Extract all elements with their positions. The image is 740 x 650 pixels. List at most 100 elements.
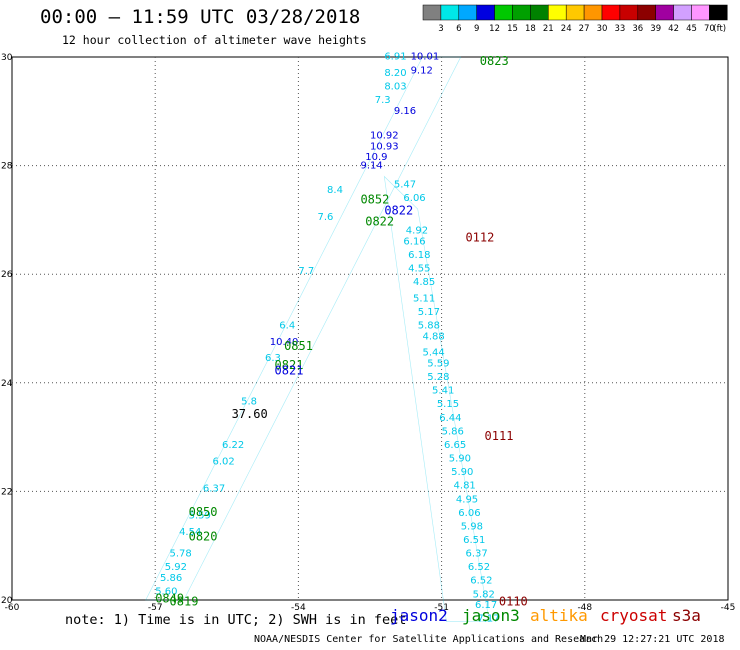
wave-height-label: 7.17 bbox=[477, 614, 499, 625]
x-tick-label: -51 bbox=[434, 603, 449, 613]
page-title: 00:00 – 11:59 UTC 03/28/2018 bbox=[40, 6, 361, 28]
colorbar-label: 24 bbox=[561, 24, 572, 34]
colorbar-swatch bbox=[512, 4, 531, 21]
wave-height-label: 8.03 bbox=[384, 82, 406, 93]
wave-height-label: 5.86 bbox=[160, 573, 182, 584]
wave-height-label: 10.40 bbox=[270, 337, 299, 348]
x-tick-label: -48 bbox=[577, 603, 592, 613]
legend-entry-cryosat: cryosat bbox=[600, 606, 668, 625]
colorbar-swatch bbox=[655, 4, 674, 21]
wave-height-label: 6.3 bbox=[265, 353, 281, 364]
x-tick-label: -45 bbox=[721, 603, 736, 613]
swath-band bbox=[145, 56, 462, 601]
colorbar-swatch bbox=[691, 4, 710, 21]
colorbar-label: 6 bbox=[456, 24, 461, 34]
wave-height-label: 4.55 bbox=[408, 263, 430, 274]
footer-note: note: 1) Time is in UTC; 2) SWH is in fe… bbox=[65, 612, 407, 628]
wave-height-label: 5.60 bbox=[155, 587, 177, 598]
wave-height-label: 5.41 bbox=[432, 386, 454, 397]
wave-height-label: 7.7 bbox=[298, 266, 314, 277]
wave-height-label: 8.20 bbox=[384, 68, 406, 79]
wave-height-label: 5.82 bbox=[473, 589, 495, 600]
legend-entry-altika: altika bbox=[530, 606, 588, 625]
y-tick-label: 20 bbox=[1, 596, 13, 606]
colorbar-swatch bbox=[422, 4, 442, 21]
wave-height-label: 4.88 bbox=[423, 331, 445, 342]
colorbar-label: 36 bbox=[632, 24, 643, 34]
colorbar-label: 9 bbox=[474, 24, 479, 34]
colorbar-label: 18 bbox=[525, 24, 536, 34]
pass-time-label: 0823 bbox=[480, 54, 509, 68]
pass-time-label: 0112 bbox=[465, 231, 494, 245]
pass-time-label: 0819 bbox=[170, 594, 199, 608]
pass-time-label: 0111 bbox=[485, 429, 514, 443]
legend-entry-jason3: jason3 bbox=[462, 606, 520, 625]
wave-height-label: 4.85 bbox=[413, 277, 435, 288]
wave-height-label: 4.95 bbox=[456, 494, 478, 505]
colorbar-label: 42 bbox=[668, 24, 679, 34]
colorbar-label: 3 bbox=[438, 24, 443, 34]
x-tick-label: -54 bbox=[291, 603, 306, 613]
wave-height-label: 5.90 bbox=[451, 467, 473, 478]
wave-height-label: 6.4 bbox=[279, 321, 295, 332]
wave-height-label: 5.44 bbox=[423, 348, 445, 359]
wave-height-label: 5.90 bbox=[449, 454, 471, 465]
wave-height-label: 6.06 bbox=[458, 508, 480, 519]
wave-height-label: 6.18 bbox=[408, 250, 430, 261]
y-tick-label: 22 bbox=[1, 487, 12, 497]
colorbar-swatch bbox=[637, 4, 656, 21]
wave-height-label: 7.3 bbox=[375, 95, 391, 106]
y-tick-label: 24 bbox=[1, 379, 13, 389]
colorbar-label: 27 bbox=[579, 24, 590, 34]
wave-height-label: 5.86 bbox=[442, 426, 464, 437]
footer-timestamp: Mar 29 12:27:21 UTC 2018 bbox=[580, 634, 725, 645]
colorbar-label: 70 bbox=[704, 24, 715, 34]
pass-time-label: 0852 bbox=[360, 193, 389, 207]
wave-height-label: 6.37 bbox=[203, 483, 225, 494]
wave-height-label: 10.9 bbox=[365, 152, 387, 163]
wave-height-label: 4.81 bbox=[454, 481, 476, 492]
colorbar-swatch bbox=[530, 4, 549, 21]
footer-credit: NOAA/NESDIS Center for Satellite Applica… bbox=[254, 634, 604, 645]
x-tick-label: -57 bbox=[148, 603, 163, 613]
wave-height-label: 5.59 bbox=[427, 359, 449, 370]
colorbar-swatch bbox=[548, 4, 567, 21]
wave-height-label: 10.93 bbox=[370, 141, 399, 152]
colorbar-swatch bbox=[583, 4, 603, 21]
x-tick-label: -60 bbox=[5, 603, 20, 613]
pass-time-label: 0849 bbox=[155, 592, 184, 606]
pass-time-label: 0822 bbox=[365, 214, 394, 228]
pass-time-label: 0110 bbox=[499, 594, 528, 608]
wave-height-label: 6.37 bbox=[465, 549, 487, 560]
colorbar-label: 39 bbox=[650, 24, 661, 34]
wave-height-label: 6.44 bbox=[439, 413, 461, 424]
pass-time-label: 0850 bbox=[189, 505, 218, 519]
colorbar-swatch bbox=[601, 4, 621, 21]
colorbar-swatch bbox=[440, 4, 460, 21]
colorbar-unit: (ft) bbox=[713, 24, 726, 34]
wave-height-label: 4.92 bbox=[406, 225, 428, 236]
plot-frame bbox=[11, 56, 729, 601]
wave-height-label: 6.65 bbox=[444, 440, 466, 451]
wave-height-label: 9.14 bbox=[360, 160, 382, 171]
page-subtitle: 12 hour collection of altimeter wave hei… bbox=[62, 33, 367, 47]
colorbar-label: 30 bbox=[597, 24, 608, 34]
wave-height-label: 5.28 bbox=[427, 372, 449, 383]
colorbar-swatch bbox=[458, 4, 477, 21]
colorbar-label: 15 bbox=[507, 24, 518, 34]
colorbar-swatch bbox=[673, 4, 692, 21]
wave-height-label: 9.12 bbox=[411, 65, 433, 76]
pass-time-label: 0821 bbox=[275, 364, 304, 378]
colorbar-swatch bbox=[709, 4, 728, 21]
wave-height-label: 5.88 bbox=[418, 321, 440, 332]
y-tick-label: 28 bbox=[1, 162, 13, 172]
colorbar-label: 45 bbox=[686, 24, 697, 34]
colorbar-swatch bbox=[476, 4, 495, 21]
wave-height-label: 9.16 bbox=[394, 106, 416, 117]
legend-entry-jason2: jason2 bbox=[390, 606, 448, 625]
wave-height-label: 6.52 bbox=[470, 576, 492, 587]
wave-height-label: 5.47 bbox=[394, 179, 416, 190]
pass-time-label: 0820 bbox=[189, 529, 218, 543]
pass-time-label: 0851 bbox=[284, 339, 313, 353]
